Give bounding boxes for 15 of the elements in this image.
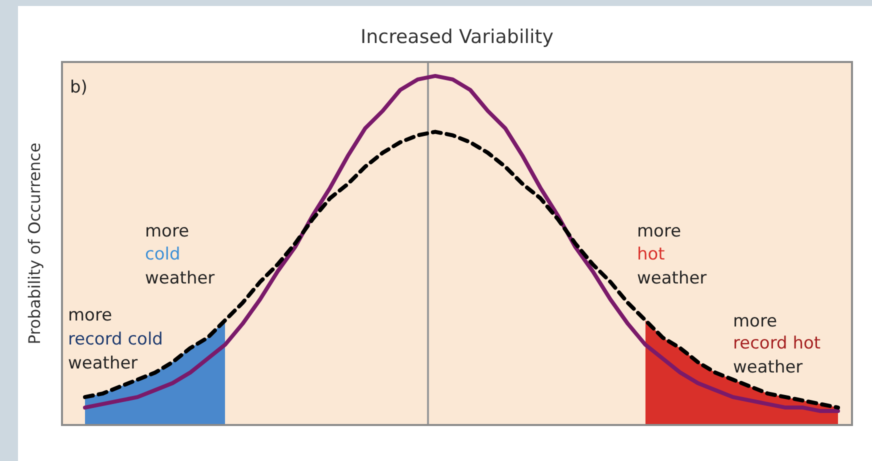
annotation: more: [68, 305, 112, 326]
annotation: more: [733, 311, 778, 332]
annotation: record cold: [68, 329, 163, 350]
y-axis-title: Probability of Occurrence: [25, 142, 44, 344]
annotation: weather: [637, 268, 707, 288]
annotation: hot: [637, 244, 666, 264]
annotation: more: [637, 221, 682, 242]
annotation: b): [70, 77, 88, 98]
chart-title: Increased Variability: [360, 26, 554, 48]
annotation: cold: [145, 244, 180, 264]
annotation: weather: [733, 357, 803, 378]
annotation: more: [145, 221, 190, 242]
annotation: weather: [68, 353, 138, 374]
annotation: record hot: [733, 333, 821, 354]
annotation: weather: [145, 268, 215, 288]
